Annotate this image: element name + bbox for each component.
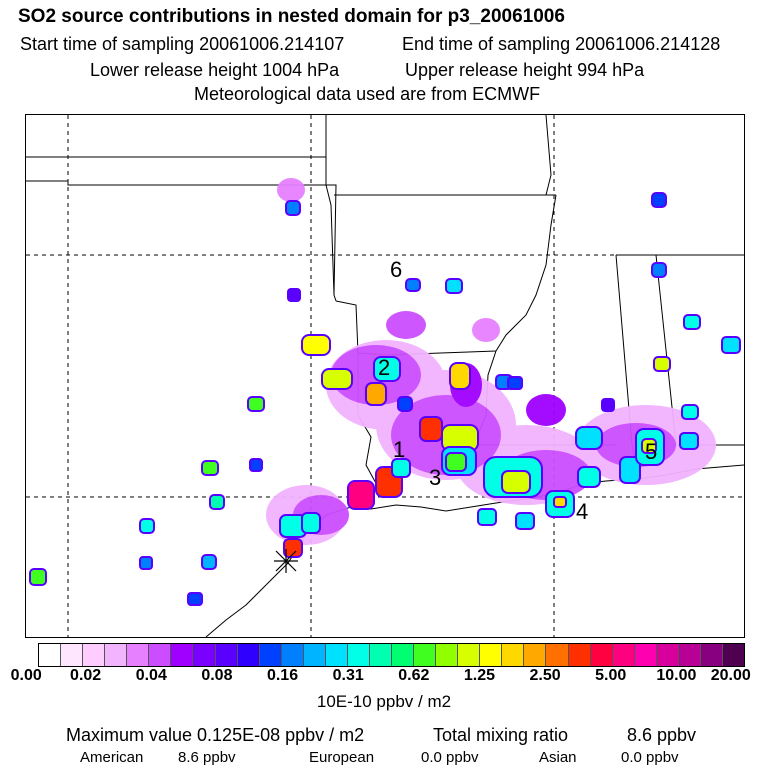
end-time-label: End time of sampling 20061006.214128 xyxy=(402,34,721,54)
colorbar-swatch xyxy=(612,644,635,666)
met-data-label: Meteorological data used are from ECMWF xyxy=(194,84,541,104)
colorbar-swatch xyxy=(237,644,260,666)
colorbar-swatch xyxy=(392,644,415,666)
american-label: American xyxy=(80,749,144,766)
region-label-4: 4 xyxy=(576,499,588,524)
colorbar-tick-label: 10.00 xyxy=(656,667,697,684)
region-label-3: 3 xyxy=(429,465,441,490)
colorbar-swatch xyxy=(127,644,150,666)
colorbar-tick-label: 2.50 xyxy=(529,667,561,684)
map-panel: 6 2 1 3 4 5 xyxy=(25,114,745,638)
colorbar-swatch xyxy=(259,644,282,666)
colorbar xyxy=(38,643,745,667)
colorbar-tick-label: 1.25 xyxy=(463,667,496,684)
colorbar-swatch xyxy=(369,644,392,666)
upper-release-label: Upper release height 994 hPa xyxy=(405,60,645,80)
colorbar-swatch xyxy=(656,644,679,666)
total-mixing-label: Total mixing ratio xyxy=(433,725,569,745)
asian-value: 0.0 ppbv xyxy=(621,749,679,766)
max-value-label: Maximum value 0.125E-08 ppbv / m2 xyxy=(66,725,365,745)
figure-title: SO2 source contributions in nested domai… xyxy=(18,6,565,27)
colorbar-swatch xyxy=(700,644,723,666)
colorbar-tick-label: 0.31 xyxy=(332,667,364,684)
map-canvas: 6 2 1 3 4 5 xyxy=(26,115,744,637)
american-value: 8.6 ppbv xyxy=(178,749,236,766)
region-label-5: 5 xyxy=(645,439,657,464)
european-label: European xyxy=(309,749,375,766)
colorbar-tick-label: 5.00 xyxy=(595,667,627,684)
release-location-marker xyxy=(274,549,298,573)
colorbar-swatch xyxy=(546,644,569,666)
colorbar-tick-label: 0.08 xyxy=(201,667,233,684)
colorbar-swatch xyxy=(568,644,591,666)
colorbar-tick-label: 0.02 xyxy=(70,667,102,684)
hotspots xyxy=(29,192,741,606)
colorbar-tick-label: 0.62 xyxy=(398,667,430,684)
colorbar-swatch xyxy=(281,644,304,666)
grid-lines xyxy=(26,115,744,637)
colorbar-swatch xyxy=(480,644,503,666)
colorbar-swatch xyxy=(524,644,547,666)
colorbar-swatch xyxy=(105,644,128,666)
region-label-1: 1 xyxy=(393,437,405,462)
colorbar-swatch xyxy=(590,644,613,666)
colorbar-swatch xyxy=(414,644,437,666)
colorbar-tick-label: 0.16 xyxy=(266,667,299,684)
total-mixing-value: 8.6 ppbv xyxy=(627,725,697,745)
colorbar-swatch xyxy=(502,644,525,666)
colorbar-swatch xyxy=(634,644,657,666)
colorbar-swatch xyxy=(215,644,238,666)
colorbar-swatch xyxy=(458,644,481,666)
colorbar-swatch xyxy=(678,644,701,666)
colorbar-swatch xyxy=(171,644,194,666)
colorbar-tick-label: 0.00 xyxy=(10,667,42,684)
colorbar-swatch xyxy=(436,644,459,666)
colorbar-swatch xyxy=(83,644,106,666)
colorbar-tick-label: 0.04 xyxy=(135,667,167,684)
colorbar-swatch xyxy=(39,644,62,666)
colorbar-swatch xyxy=(149,644,172,666)
colorbar-swatch xyxy=(303,644,326,666)
european-value: 0.0 ppbv xyxy=(421,749,479,766)
start-time-label: Start time of sampling 20061006.214107 xyxy=(20,34,345,54)
colorbar-swatch xyxy=(347,644,370,666)
colorbar-tick-label: 20.00 xyxy=(710,667,751,684)
region-label-6: 6 xyxy=(390,257,402,282)
colorbar-swatch xyxy=(193,644,216,666)
colorbar-swatch xyxy=(722,644,744,666)
colorbar-swatch xyxy=(325,644,348,666)
colorbar-units: 10E-10 ppbv / m2 xyxy=(316,692,452,711)
lower-release-label: Lower release height 1004 hPa xyxy=(90,60,340,80)
region-label-2: 2 xyxy=(378,355,390,380)
asian-label: Asian xyxy=(539,749,577,766)
colorbar-swatch xyxy=(61,644,84,666)
